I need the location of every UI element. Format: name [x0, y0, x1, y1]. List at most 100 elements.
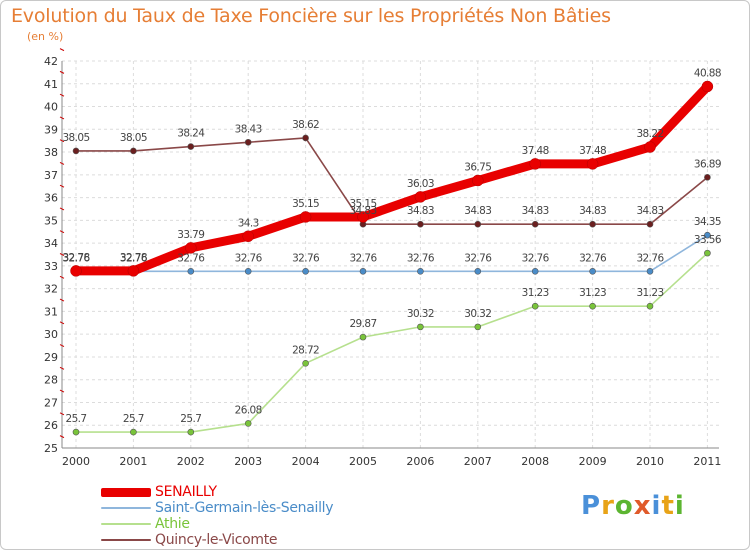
axis-break-mark: [59, 412, 65, 416]
axis-break-mark: [59, 389, 65, 393]
x-tick-label: 2000: [62, 455, 90, 468]
series-line-athie: [75, 252, 709, 433]
data-label-quincy-le-vicomte: 34.83: [636, 205, 663, 217]
data-point-quincy-le-vicomte: [474, 220, 482, 228]
axis-break-mark: [59, 435, 65, 439]
data-label-quincy-le-vicomte: 38.43: [235, 123, 262, 135]
data-label-athie: 25.7: [123, 413, 144, 425]
chart-subtitle: (en %): [27, 30, 64, 43]
data-label-senailly: 36.75: [464, 162, 491, 174]
data-point-quincy-le-vicomte: [646, 220, 654, 228]
axis-break-mark: [59, 93, 65, 97]
data-point-quincy-le-vicomte: [704, 174, 711, 181]
data-point-senailly: [472, 174, 484, 187]
data-label-athie: 28.72: [292, 344, 319, 356]
data-point-senailly: [70, 265, 82, 277]
data-label-saint-germain-l-s-senailly: 32.76: [522, 252, 550, 264]
axis-break-mark: [59, 366, 65, 370]
data-label-saint-germain-l-s-senailly: 32.76: [349, 252, 377, 264]
data-point-athie: [187, 428, 195, 436]
data-label-saint-germain-l-s-senailly: 32.76: [464, 252, 492, 264]
legend-item-athie: Athie: [101, 516, 421, 533]
logo-letter: P: [581, 491, 602, 521]
data-point-senailly: [586, 158, 599, 170]
data-point-saint-germain-l-s-senailly: [589, 268, 596, 275]
x-tick-label: 2008: [521, 455, 549, 468]
y-tick-label: 32: [44, 283, 58, 296]
logo-letter: o: [614, 491, 634, 521]
axis-break-mark: [59, 253, 65, 256]
data-label-quincy-le-vicomte: 34.83: [579, 205, 606, 217]
series-line-quincy-le-vicomte: [75, 137, 709, 226]
data-label-senailly: 35.15: [349, 198, 376, 210]
data-point-senailly: [414, 191, 427, 203]
data-label-quincy-le-vicomte: 38.62: [292, 119, 319, 131]
y-tick-label: 37: [44, 169, 58, 182]
axis-break-mark: [59, 321, 65, 325]
data-point-athie: [359, 333, 367, 341]
data-label-senailly: 40.88: [694, 67, 721, 79]
data-point-quincy-le-vicomte: [302, 134, 309, 142]
x-tick-label: 2001: [119, 455, 147, 468]
x-tick-label: 2004: [292, 455, 320, 468]
data-label-saint-germain-l-s-senailly: 32.76: [407, 252, 435, 264]
x-tick-label: 2006: [406, 455, 434, 468]
data-label-senailly: 38.22: [636, 128, 663, 140]
data-point-senailly: [529, 158, 541, 170]
y-tick-label: 41: [44, 78, 58, 91]
legend-item-senailly: SENAILLY: [101, 484, 421, 501]
data-label-saint-germain-l-s-senailly: 32.76: [62, 252, 90, 264]
logo-letter: r: [601, 491, 615, 521]
data-label-senailly: 32.78: [62, 252, 89, 264]
data-label-senailly: 37.48: [579, 145, 606, 157]
x-tick-label: 2010: [636, 455, 664, 468]
data-label-athie: 25.7: [180, 413, 201, 425]
data-label-quincy-le-vicomte: 38.05: [62, 132, 89, 144]
x-tick-label: 2009: [579, 455, 607, 468]
data-label-senailly: 37.48: [522, 145, 549, 157]
data-label-athie: 29.87: [349, 318, 376, 330]
y-tick-label: 42: [44, 55, 58, 68]
data-point-quincy-le-vicomte: [531, 220, 539, 228]
axis-break-mark: [59, 344, 65, 348]
data-label-senailly: 35.15: [292, 198, 319, 210]
data-label-quincy-le-vicomte: 38.24: [177, 128, 205, 140]
axis-break-mark: [59, 298, 65, 302]
axes: 25 26 27 28 29 30 31 32 33 34 35 36 37 38 39 40 41 42 2000…: [44, 48, 721, 468]
data-label-senailly: 34.3: [238, 217, 259, 229]
data-point-athie: [72, 428, 80, 436]
axis-break-mark: [59, 207, 65, 211]
legend-item-saint-germain: Saint-Germain-lès-Senailly: [101, 500, 421, 517]
data-point-saint-germain-l-s-senailly: [704, 231, 711, 239]
data-point-saint-germain-l-s-senailly: [531, 268, 539, 275]
data-label-quincy-le-vicomte: 38.05: [120, 132, 147, 144]
axis-break-mark: [59, 48, 65, 52]
data-point-athie: [646, 302, 654, 310]
data-point-quincy-le-vicomte: [130, 147, 137, 155]
data-point-athie: [704, 249, 711, 257]
data-point-senailly: [357, 211, 369, 223]
data-label-athie: 30.32: [464, 308, 491, 320]
logo-letter: x: [633, 491, 652, 521]
data-label-quincy-le-vicomte: 34.83: [407, 205, 434, 217]
data-point-senailly: [701, 80, 714, 93]
y-tick-label: 29: [44, 351, 58, 364]
legend-label: SENAILLY: [155, 484, 217, 500]
logo-letter: i: [674, 491, 685, 521]
data-point-quincy-le-vicomte: [417, 220, 424, 228]
data-label-saint-germain-l-s-senailly: 32.76: [292, 252, 320, 264]
data-point-athie: [244, 420, 252, 427]
axis-break-mark: [59, 139, 65, 143]
y-tick-label: 25: [44, 442, 58, 455]
y-tick-label: 33: [44, 260, 58, 273]
data-point-saint-germain-l-s-senailly: [646, 268, 654, 275]
data-point-quincy-le-vicomte: [589, 220, 596, 228]
y-tick-label: 38: [44, 146, 58, 159]
y-tick-label: 30: [44, 328, 58, 341]
axis-break-mark: [59, 70, 65, 74]
series: [70, 80, 714, 436]
y-tick-label: 40: [44, 101, 58, 114]
data-label-athie: 30.32: [407, 308, 434, 320]
logo-letter: i: [651, 491, 662, 521]
